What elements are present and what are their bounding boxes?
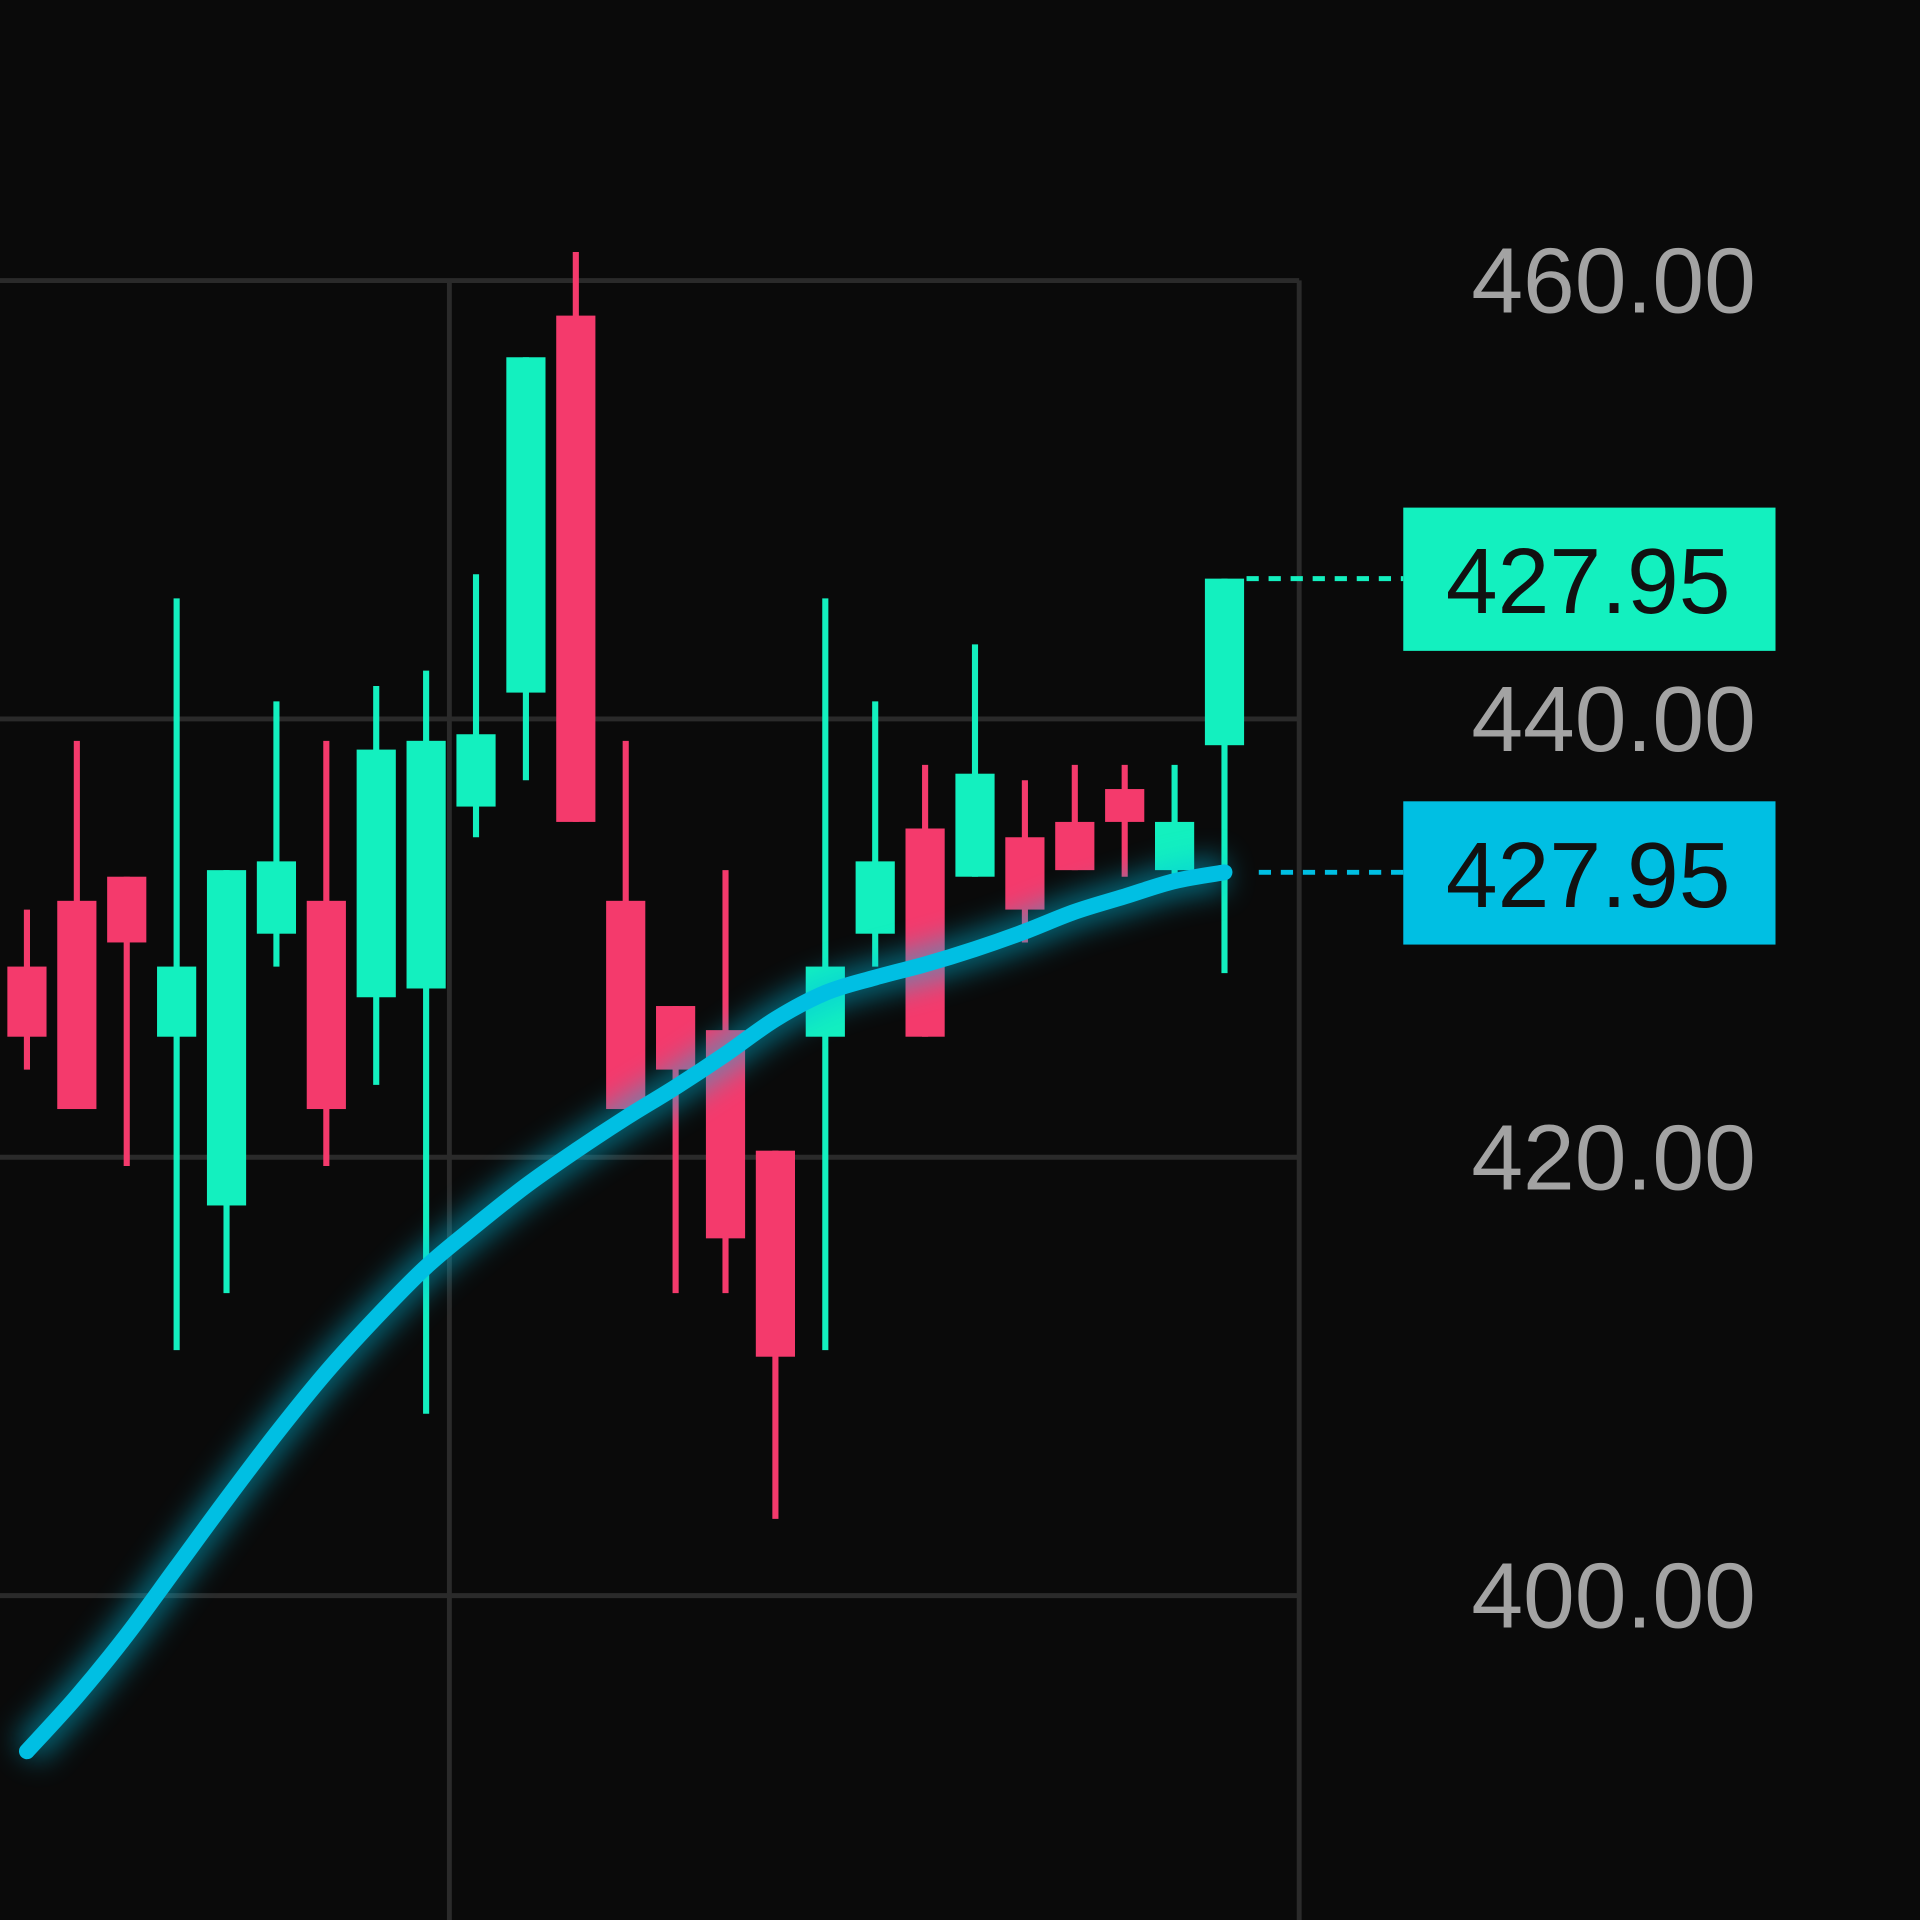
y-tick-label: 440.00 [1471, 667, 1756, 771]
candle-body [955, 773, 995, 877]
candle-body [755, 1150, 795, 1357]
price-label: 427.95 [1446, 529, 1731, 633]
candle-body [456, 734, 496, 807]
candle-body [506, 357, 546, 693]
candle-body [905, 828, 945, 1037]
candle-body [556, 315, 596, 822]
price-label-box [1403, 801, 1776, 945]
candle-body [7, 966, 47, 1037]
candle-body [855, 861, 895, 934]
candle-body [57, 900, 97, 1110]
price-label: 427.95 [1446, 823, 1731, 927]
candle-body [606, 900, 646, 1110]
candle-body [1204, 578, 1245, 746]
candle-body [306, 900, 346, 1110]
y-tick-label: 400.00 [1471, 1544, 1756, 1648]
candle-body [356, 749, 396, 998]
candle-body [206, 870, 247, 1206]
y-tick-label: 460.00 [1471, 229, 1756, 333]
y-tick-label: 420.00 [1471, 1105, 1756, 1209]
candle-body [656, 1006, 696, 1070]
candle-body [1055, 821, 1095, 871]
candle-body [107, 876, 147, 943]
candle-body [157, 966, 197, 1037]
candle-body [1155, 821, 1195, 871]
moving-average-line [18, 864, 1233, 1760]
candle-body [406, 740, 446, 989]
price-label-box [1403, 507, 1776, 651]
candle-body [1105, 789, 1145, 822]
candle-body [1005, 837, 1045, 910]
candle-body [256, 861, 297, 934]
